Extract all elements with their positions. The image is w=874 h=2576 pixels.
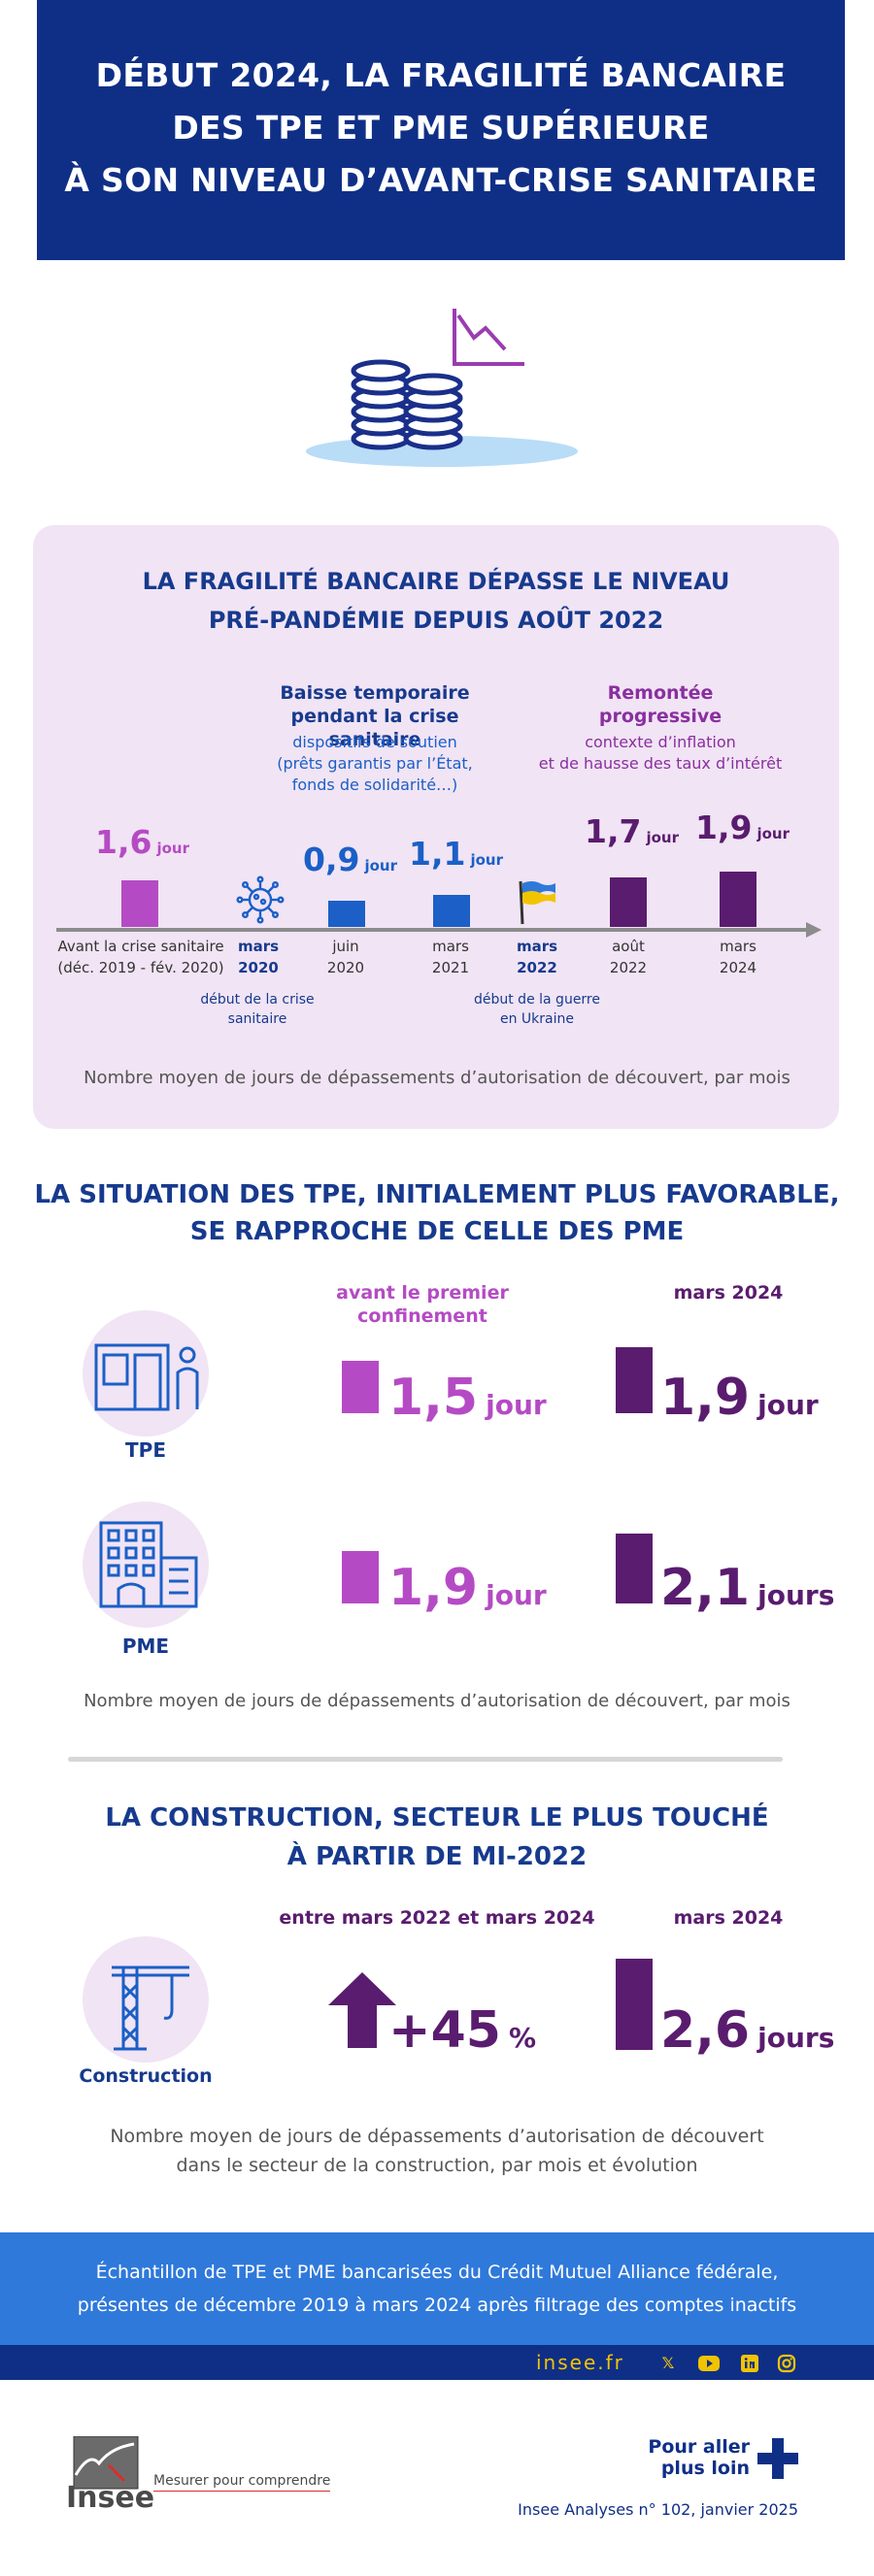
shop-icon bbox=[94, 1343, 199, 1411]
timeline-axis bbox=[56, 922, 822, 938]
tpe-after-value: 1,9 jour bbox=[660, 1369, 819, 1427]
x-label-march-2021-1: mars bbox=[432, 938, 469, 955]
pme-label: PME bbox=[121, 1635, 170, 1658]
social-band: insee.fr 𝕏 bbox=[0, 2345, 874, 2380]
tpe-before-value: 1,5 jour bbox=[388, 1369, 547, 1427]
pme-after-bar bbox=[616, 1534, 653, 1603]
section3-title-line-1: LA CONSTRUCTION, SECTEUR LE PLUS TOUCHÉ bbox=[105, 1803, 769, 1833]
construction-value: 2,6 jours bbox=[660, 2001, 835, 2060]
section2-col-before-2: confinement bbox=[357, 1305, 487, 1327]
building-icon bbox=[99, 1521, 198, 1608]
virus-icon bbox=[236, 875, 285, 924]
section-divider bbox=[68, 1757, 783, 1762]
section2-title-line-1: LA SITUATION DES TPE, INITIALEMENT PLUS … bbox=[34, 1180, 840, 1209]
header-title-line-2: DES TPE ET PME SUPÉRIEURE bbox=[172, 109, 710, 147]
section2-title-line-2: SE RAPPROCHE DE CELLE DES PME bbox=[189, 1217, 685, 1246]
bar-august-2022 bbox=[610, 877, 647, 927]
header-title-line-3: À SON NIVEAU D’AVANT-CRISE SANITAIRE bbox=[64, 161, 818, 199]
note-rise-sub-1: contexte d’inflation bbox=[585, 733, 736, 751]
sample-line-2: présentes de décembre 2019 à mars 2024 a… bbox=[77, 2295, 797, 2316]
x-label-june-2020-2: 2020 bbox=[326, 959, 365, 976]
ukraine-flag-icon bbox=[519, 880, 555, 925]
tpe-label: TPE bbox=[125, 1438, 166, 1462]
bar-march-2024 bbox=[720, 872, 756, 927]
more-info-line-2: plus loin bbox=[660, 2458, 750, 2479]
x-label-pre-crisis-1: Avant la crise sanitaire bbox=[57, 938, 224, 955]
linkedin-icon[interactable] bbox=[740, 2354, 759, 2373]
construction-icon-circle bbox=[83, 1936, 209, 2063]
section2-caption: Nombre moyen de jours de dépassements d’… bbox=[84, 1691, 790, 1711]
x-label-august-2022-2: 2022 bbox=[609, 959, 648, 976]
x-label-march-2022-1: mars bbox=[516, 938, 558, 955]
construction-label: Construction bbox=[79, 2065, 213, 2087]
event-ukraine-1: début de la guerre bbox=[473, 992, 600, 1007]
plus-icon[interactable] bbox=[757, 2438, 798, 2479]
section1-title-line-2: PRÉ-PANDÉMIE DEPUIS AOÛT 2022 bbox=[208, 607, 664, 634]
construction-evolution-value: +45% bbox=[388, 2001, 536, 2060]
section2-col-after: mars 2024 bbox=[673, 1282, 784, 1304]
construction-value-bar bbox=[616, 1959, 653, 2050]
publication-reference: Insee Analyses n° 102, janvier 2025 bbox=[518, 2500, 798, 2519]
crane-icon bbox=[112, 1965, 189, 2051]
value-label-march-2021: 1,1 jour bbox=[409, 835, 503, 873]
note-rise-title-2: progressive bbox=[598, 706, 723, 727]
sample-line-1: Échantillon de TPE et PME bancarisées du… bbox=[95, 2262, 779, 2283]
youtube-icon[interactable] bbox=[697, 2354, 721, 2373]
pme-before-bar bbox=[342, 1551, 379, 1603]
x-label-pre-crisis-2: (déc. 2019 - fév. 2020) bbox=[57, 959, 224, 976]
event-covid-2: sanitaire bbox=[227, 1011, 287, 1027]
note-rise-title-1: Remontée bbox=[607, 682, 714, 704]
section1-title-line-1: LA FRAGILITÉ BANCAIRE DÉPASSE LE NIVEAU bbox=[142, 568, 730, 595]
fragility-timeline-panel: LA FRAGILITÉ BANCAIRE DÉPASSE LE NIVEAU … bbox=[33, 525, 839, 1129]
value-label-pre-crisis: 1,6 jour bbox=[95, 823, 189, 861]
section3-caption-2: dans le secteur de la construction, par … bbox=[176, 2155, 698, 2176]
header-title-line-1: DÉBUT 2024, LA FRAGILITÉ BANCAIRE bbox=[95, 56, 787, 94]
note-decrease-title-1: Baisse temporaire bbox=[280, 682, 470, 704]
x-label-march-2020-2: 2020 bbox=[238, 959, 279, 976]
x-label-march-2022-2: 2022 bbox=[517, 959, 557, 976]
value-label-march-2024: 1,9 jour bbox=[695, 809, 790, 846]
x-label-august-2022-1: août bbox=[612, 938, 645, 955]
note-decrease-sub-2: (prêts garantis par l’État, bbox=[277, 754, 473, 773]
more-info-link[interactable]: Pour aller plus loin bbox=[583, 2436, 750, 2479]
x-label-march-2020-1: mars bbox=[237, 938, 280, 955]
note-decrease-sub-1: dispositifs de soutien bbox=[292, 733, 457, 751]
x-label-march-2024-1: mars bbox=[720, 938, 756, 955]
tpe-before-bar bbox=[342, 1361, 379, 1413]
more-info-line-1: Pour aller bbox=[648, 2436, 750, 2458]
x-label-june-2020-1: juin bbox=[332, 938, 359, 955]
section3-col-value: mars 2024 bbox=[673, 1907, 784, 1929]
pme-before-value: 1,9 jour bbox=[388, 1559, 547, 1617]
instagram-icon[interactable] bbox=[777, 2354, 796, 2373]
sample-band: Échantillon de TPE et PME bancarisées du… bbox=[0, 2232, 874, 2345]
insee-logo-mark bbox=[73, 2436, 139, 2490]
section2-col-before-1: avant le premier bbox=[336, 1282, 509, 1304]
arrow-up-icon bbox=[328, 1972, 396, 2048]
coins-chart-illustration bbox=[306, 309, 578, 467]
bar-june-2020 bbox=[328, 901, 365, 927]
event-ukraine-2: en Ukraine bbox=[499, 1011, 574, 1027]
tpe-after-bar bbox=[616, 1347, 653, 1413]
pme-after-value: 2,1 jours bbox=[660, 1559, 835, 1617]
section3-col-evolution: entre mars 2022 et mars 2024 bbox=[279, 1907, 595, 1929]
note-decrease-title-2: pendant la crise sanitaire bbox=[290, 706, 459, 750]
x-label-march-2024-2: 2024 bbox=[719, 959, 757, 976]
bar-march-2021 bbox=[433, 895, 470, 927]
value-label-august-2022: 1,7 jour bbox=[585, 812, 679, 850]
bar-pre-crisis bbox=[121, 880, 158, 927]
insee-tagline: Mesurer pour comprendre bbox=[153, 2473, 331, 2492]
section1-caption: Nombre moyen de jours de dépassements d’… bbox=[84, 1068, 790, 1088]
section3-title-line-2: À PARTIR DE MI-2022 bbox=[286, 1842, 588, 1871]
event-covid-1: début de la crise bbox=[200, 992, 315, 1007]
insee-logo-text: Insee bbox=[66, 2481, 155, 2515]
note-decrease-sub-3: fonds de solidarité…) bbox=[291, 776, 458, 794]
note-rise-sub-2: et de hausse des taux d’intérêt bbox=[538, 754, 783, 773]
header-banner: DÉBUT 2024, LA FRAGILITÉ BANCAIRE DES TP… bbox=[37, 0, 845, 260]
x-label-march-2021-2: 2021 bbox=[431, 959, 470, 976]
site-link[interactable]: insee.fr bbox=[536, 2351, 624, 2374]
section3-caption-1: Nombre moyen de jours de dépassements d’… bbox=[110, 2126, 764, 2147]
value-label-june-2020: 0,9 jour bbox=[303, 841, 397, 878]
x-twitter-icon[interactable]: 𝕏 bbox=[661, 2354, 675, 2372]
